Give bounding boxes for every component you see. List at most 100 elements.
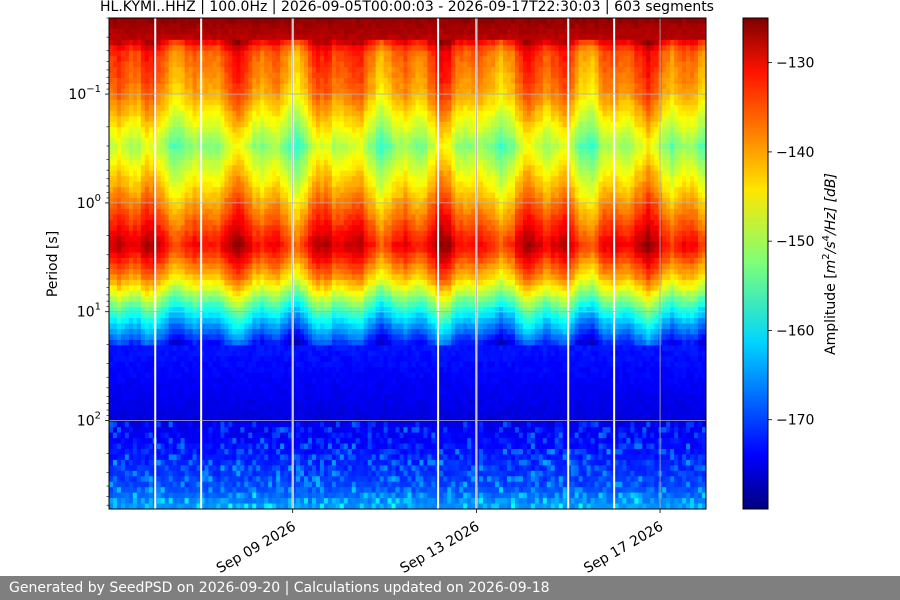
heatmap-cell <box>300 487 305 494</box>
heatmap-cell <box>300 154 305 161</box>
heatmap-cell <box>184 170 189 177</box>
heatmap-cell <box>188 143 193 150</box>
heatmap-cell <box>248 328 253 335</box>
heatmap-cell <box>248 410 253 417</box>
heatmap-cell <box>252 427 257 434</box>
heatmap-cell <box>272 132 277 139</box>
heatmap-cell <box>311 105 317 112</box>
heatmap-cell <box>244 203 249 210</box>
heatmap-cell <box>232 399 237 406</box>
heatmap-cell <box>264 312 269 319</box>
heatmap-cell <box>256 208 261 215</box>
heatmap-cell <box>120 23 126 30</box>
heatmap-cell <box>308 312 313 319</box>
heatmap-cell <box>260 105 265 112</box>
heatmap-cell <box>216 399 221 406</box>
heatmap-cell <box>144 78 150 84</box>
heatmap-cell <box>288 18 293 24</box>
heatmap-cell <box>228 219 233 226</box>
heatmap-cell <box>284 203 289 210</box>
heatmap-cell <box>311 225 317 232</box>
heatmap-cell <box>200 427 205 434</box>
heatmap-cell <box>204 50 209 57</box>
heatmap-cell <box>140 45 146 52</box>
heatmap-cell <box>308 487 313 494</box>
heatmap-cell <box>204 252 209 259</box>
heatmap-cell <box>284 492 289 499</box>
heatmap-cell <box>196 230 201 237</box>
heatmap-cell <box>292 165 297 172</box>
heatmap-cell <box>315 18 321 24</box>
heatmap-cell <box>304 83 309 90</box>
heatmap-cell <box>319 225 325 232</box>
heatmap-cell <box>224 312 229 319</box>
heatmap-cell <box>292 459 297 466</box>
heatmap-cell <box>268 34 273 41</box>
heatmap-cell <box>208 214 213 221</box>
heatmap-cell <box>232 78 237 84</box>
heatmap-cell <box>276 181 281 188</box>
heatmap-cell <box>196 405 201 412</box>
heatmap-cell <box>232 334 237 341</box>
heatmap-cell <box>272 410 277 417</box>
heatmap-cell <box>296 388 301 395</box>
heatmap-cell <box>240 192 245 199</box>
heatmap-cell <box>228 192 233 199</box>
heatmap-cell <box>327 127 333 133</box>
heatmap-cell <box>156 67 162 73</box>
heatmap-cell <box>264 50 269 57</box>
heatmap-cell <box>280 28 285 35</box>
heatmap-cell <box>236 388 241 395</box>
heatmap-cell <box>120 399 126 406</box>
heatmap-cell <box>304 67 309 73</box>
heatmap-cell <box>184 399 189 406</box>
heatmap-cell <box>248 503 253 509</box>
heatmap-cell <box>208 94 213 101</box>
heatmap-cell <box>244 279 249 286</box>
heatmap-cell <box>212 252 217 259</box>
heatmap-cell <box>308 503 313 509</box>
heatmap-cell <box>260 372 265 379</box>
heatmap-cell <box>176 28 182 35</box>
heatmap-cell <box>196 94 201 101</box>
heatmap-cell <box>311 443 317 450</box>
heatmap-cell <box>172 34 178 41</box>
heatmap-cell <box>120 405 126 412</box>
heatmap-cell <box>176 236 182 243</box>
heatmap-cell <box>136 121 142 128</box>
heatmap-cell <box>228 421 233 428</box>
chart-title: HL.KYMI..HHZ | 100.0Hz | 2026-09-05T00:0… <box>100 0 714 15</box>
heatmap-cell <box>260 459 265 466</box>
heatmap-cell <box>256 416 261 423</box>
heatmap-cell <box>256 323 261 330</box>
heatmap-cell <box>232 50 237 57</box>
heatmap-cell <box>140 339 146 346</box>
heatmap-cell <box>192 383 197 390</box>
heatmap-cell <box>264 263 269 270</box>
heatmap-cell <box>248 263 253 270</box>
heatmap-cell <box>148 394 154 401</box>
heatmap-cell <box>276 67 281 73</box>
heatmap-cell <box>260 45 265 52</box>
heatmap-cell <box>164 334 170 341</box>
heatmap-cell <box>240 208 245 215</box>
heatmap-cell <box>311 454 317 461</box>
heatmap-cell <box>252 394 257 401</box>
heatmap-cell <box>236 83 241 90</box>
heatmap-cell <box>308 328 313 335</box>
heatmap-cell <box>212 61 217 68</box>
heatmap-cell <box>304 345 309 352</box>
heatmap-cell <box>196 88 201 95</box>
heatmap-cell <box>308 219 313 226</box>
heatmap-cell <box>240 438 245 444</box>
heatmap-cell <box>240 268 245 275</box>
heatmap-cell <box>268 503 273 509</box>
heatmap-cell <box>116 367 122 374</box>
heatmap-cell <box>292 219 297 226</box>
heatmap-cell <box>264 334 269 341</box>
heatmap-cell <box>323 241 329 248</box>
heatmap-cell <box>288 159 293 166</box>
heatmap-cell <box>180 268 186 275</box>
heatmap-cell <box>308 334 313 341</box>
heatmap-cell <box>160 334 166 341</box>
